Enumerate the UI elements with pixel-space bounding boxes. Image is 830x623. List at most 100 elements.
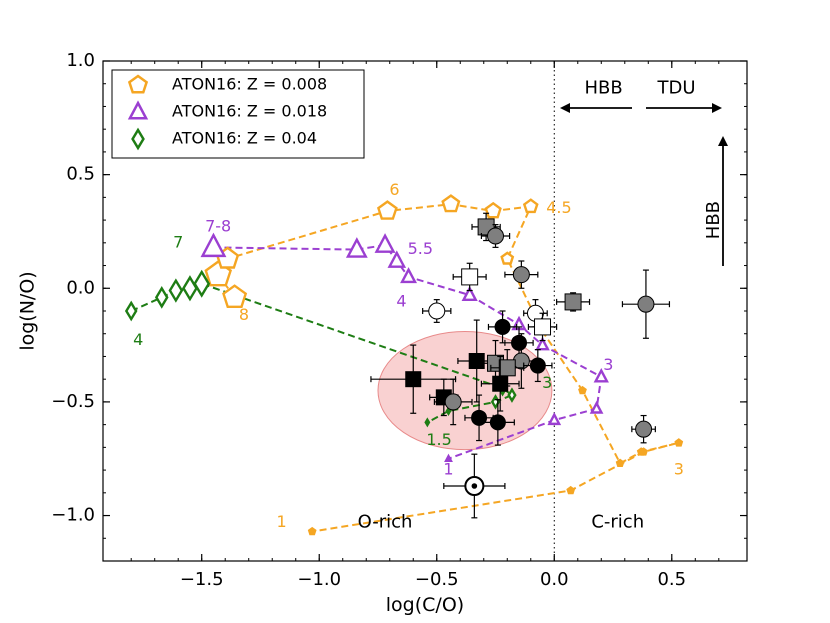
series-0-point [222, 284, 248, 308]
gray-circle-marker [444, 393, 462, 411]
x-axis-label: log(C/O) [386, 594, 464, 616]
gray-circle-marker [512, 266, 530, 284]
gray-circle-marker [637, 295, 655, 313]
series-1-point [200, 232, 227, 258]
series-0-point [566, 485, 576, 495]
black-circle-marker [494, 318, 511, 335]
series-1-point [593, 368, 609, 383]
annotation-label: HBB [585, 77, 623, 98]
series-line-0 [217, 203, 680, 533]
open-circle-marker [428, 302, 446, 320]
mass-label: 1 [277, 512, 287, 531]
black-circle-marker [529, 357, 546, 374]
series-1-point [589, 400, 604, 414]
observed-region-ellipse [377, 330, 553, 451]
mass-label: 4 [133, 330, 143, 349]
y-axis-label: log(N/O) [17, 271, 39, 350]
y-tick-label: 1.0 [66, 50, 95, 71]
series-1-point [547, 412, 562, 426]
legend-marker-pentagon [127, 74, 149, 94]
black-circle-marker [489, 414, 506, 431]
open-square-marker [534, 318, 552, 336]
observation-point [504, 260, 539, 289]
mass-label: 3 [542, 373, 552, 392]
open-square-marker [461, 268, 479, 286]
x-tick-label: 0.0 [540, 569, 569, 590]
series-0-point [500, 251, 515, 265]
annotation-label: O-rich [358, 511, 413, 532]
legend: ATON16: Z = 0.008 ATON16: Z = 0.018 ATON16… [111, 69, 365, 159]
legend-marker-triangle [127, 100, 149, 120]
x-tick-label: −1.5 [180, 569, 224, 590]
series-0-point [307, 526, 317, 536]
mass-label: 3 [603, 355, 613, 374]
gray-circle-marker [512, 352, 530, 370]
gray-circle-marker [635, 420, 653, 438]
y-tick-label: −0.5 [51, 391, 95, 412]
observation-point [480, 399, 515, 446]
series-0-point [484, 201, 502, 219]
y-tick-label: 0.0 [66, 277, 95, 298]
series-2-point [193, 269, 211, 298]
series-0-point [615, 458, 625, 467]
annotation-label: TDU [656, 77, 695, 98]
legend-box [111, 69, 365, 159]
observation-point [487, 310, 518, 344]
gray-square-marker [498, 359, 516, 377]
black-square-marker [405, 371, 422, 388]
x-tick-label: −1.0 [297, 569, 341, 590]
series-0-point [639, 447, 648, 456]
annotation-label: HBB [703, 201, 724, 239]
observation-point [480, 355, 520, 412]
observation-point [433, 378, 473, 426]
sun-dot-icon [471, 483, 478, 489]
observation-point [422, 299, 452, 323]
series-2-point [154, 286, 169, 309]
black-square-marker [468, 353, 485, 369]
series-1-point [535, 336, 550, 351]
series-2-point [424, 417, 431, 428]
x-tick-label: −0.5 [415, 569, 459, 590]
observation-point [527, 312, 558, 342]
mass-label: 1 [443, 460, 453, 479]
annotation-label: C-rich [591, 511, 644, 532]
gray-circle-marker [487, 227, 505, 245]
legend-label: ATON16: Z = 0.008 [172, 75, 327, 94]
black-circle-marker [511, 334, 528, 351]
x-tick-label: 0.5 [657, 569, 686, 590]
series-0-point [674, 438, 684, 447]
series-1-point [461, 285, 478, 302]
series-1-point [444, 453, 453, 463]
mass-label: 5.5 [408, 239, 433, 258]
observation-point [631, 414, 656, 444]
mass-label: 6 [389, 180, 399, 199]
observation-point [480, 224, 511, 248]
gray-square-marker [564, 293, 582, 311]
series-2-point [124, 300, 138, 322]
observation-point [443, 453, 506, 519]
series-1-point [387, 250, 407, 268]
series-0-point [376, 200, 398, 220]
y-tick-label: 0.5 [66, 164, 95, 185]
series-1-point [374, 233, 396, 253]
series-2-point [168, 278, 184, 303]
black-circle-marker [471, 409, 488, 426]
series-0-point [441, 194, 461, 213]
legend-label: ATON16: Z = 0.04 [172, 129, 317, 148]
mass-label: 4.5 [546, 198, 571, 217]
series-1-point [400, 267, 418, 284]
mass-label: 7-8 [205, 216, 231, 235]
legend-marker-diamond [131, 127, 145, 151]
observation-point [523, 349, 553, 383]
mass-label: 3 [674, 460, 684, 479]
series-0-point [522, 198, 539, 214]
observation-point [452, 262, 487, 292]
mass-label: 7 [173, 232, 183, 251]
observation-point [621, 269, 671, 339]
observation-point [556, 292, 591, 312]
series-0-point [578, 385, 587, 395]
mass-label: 8 [239, 305, 249, 324]
mass-label: 4 [396, 291, 406, 310]
mass-label: 1.5 [426, 430, 451, 449]
